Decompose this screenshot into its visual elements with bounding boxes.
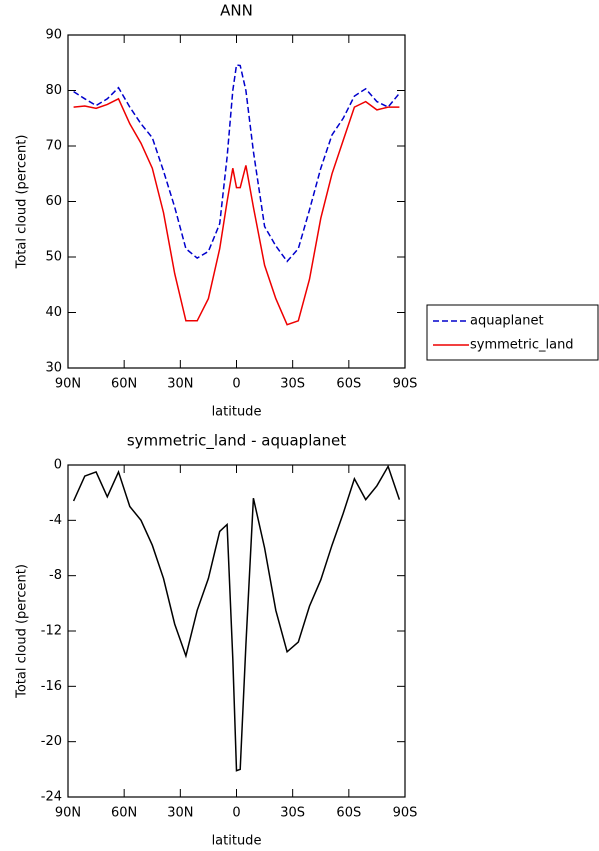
series-line [73, 97, 400, 326]
x-tick-label: 30S [280, 377, 305, 392]
y-tick-label: 50 [45, 250, 62, 265]
x-tick-label: 60S [336, 806, 361, 821]
x-tick-label: 60N [111, 806, 137, 821]
y-tick-label: -24 [41, 790, 62, 805]
plot-frame [67, 34, 406, 369]
legend-box [426, 304, 599, 361]
y-tick-label: 30 [45, 361, 62, 376]
y-tick-label: -8 [49, 568, 62, 583]
y-tick-label: 90 [45, 28, 62, 43]
chart-title: symmetric_land - aquaplanet [127, 432, 346, 451]
x-tick-label: 0 [232, 377, 240, 392]
y-tick-label: 0 [54, 458, 62, 473]
y-tick-label: -4 [49, 513, 62, 528]
y-tick-label: 80 [45, 83, 62, 98]
x-tick-label: 30N [167, 806, 193, 821]
chart-title: ANN [220, 2, 253, 20]
y-tick-label: 60 [45, 194, 62, 209]
x-tick-label: 90N [55, 377, 81, 392]
y-tick-label: -16 [41, 679, 62, 694]
x-tick-label: 90S [393, 377, 418, 392]
y-tick-label: -20 [41, 734, 62, 749]
y-tick-label: 70 [45, 139, 62, 154]
plot-frame [67, 464, 406, 798]
y-tick-label: -12 [41, 624, 62, 639]
x-tick-label: 60N [111, 377, 137, 392]
series-line [73, 64, 400, 263]
y-tick-label: 40 [45, 305, 62, 320]
x-axis-label: latitude [212, 405, 262, 420]
series-line [72, 464, 401, 772]
legend-label: symmetric_land [470, 338, 574, 353]
x-tick-label: 60S [336, 377, 361, 392]
x-tick-label: 90S [393, 806, 418, 821]
x-tick-label: 0 [232, 806, 240, 821]
x-axis-label: latitude [212, 834, 262, 849]
y-axis-label: Total cloud (percent) [15, 564, 30, 699]
x-tick-label: 30N [167, 377, 193, 392]
x-tick-label: 30S [280, 806, 305, 821]
legend-label: aquaplanet [470, 314, 544, 329]
y-axis-label: Total cloud (percent) [15, 135, 30, 270]
x-tick-label: 90N [55, 806, 81, 821]
